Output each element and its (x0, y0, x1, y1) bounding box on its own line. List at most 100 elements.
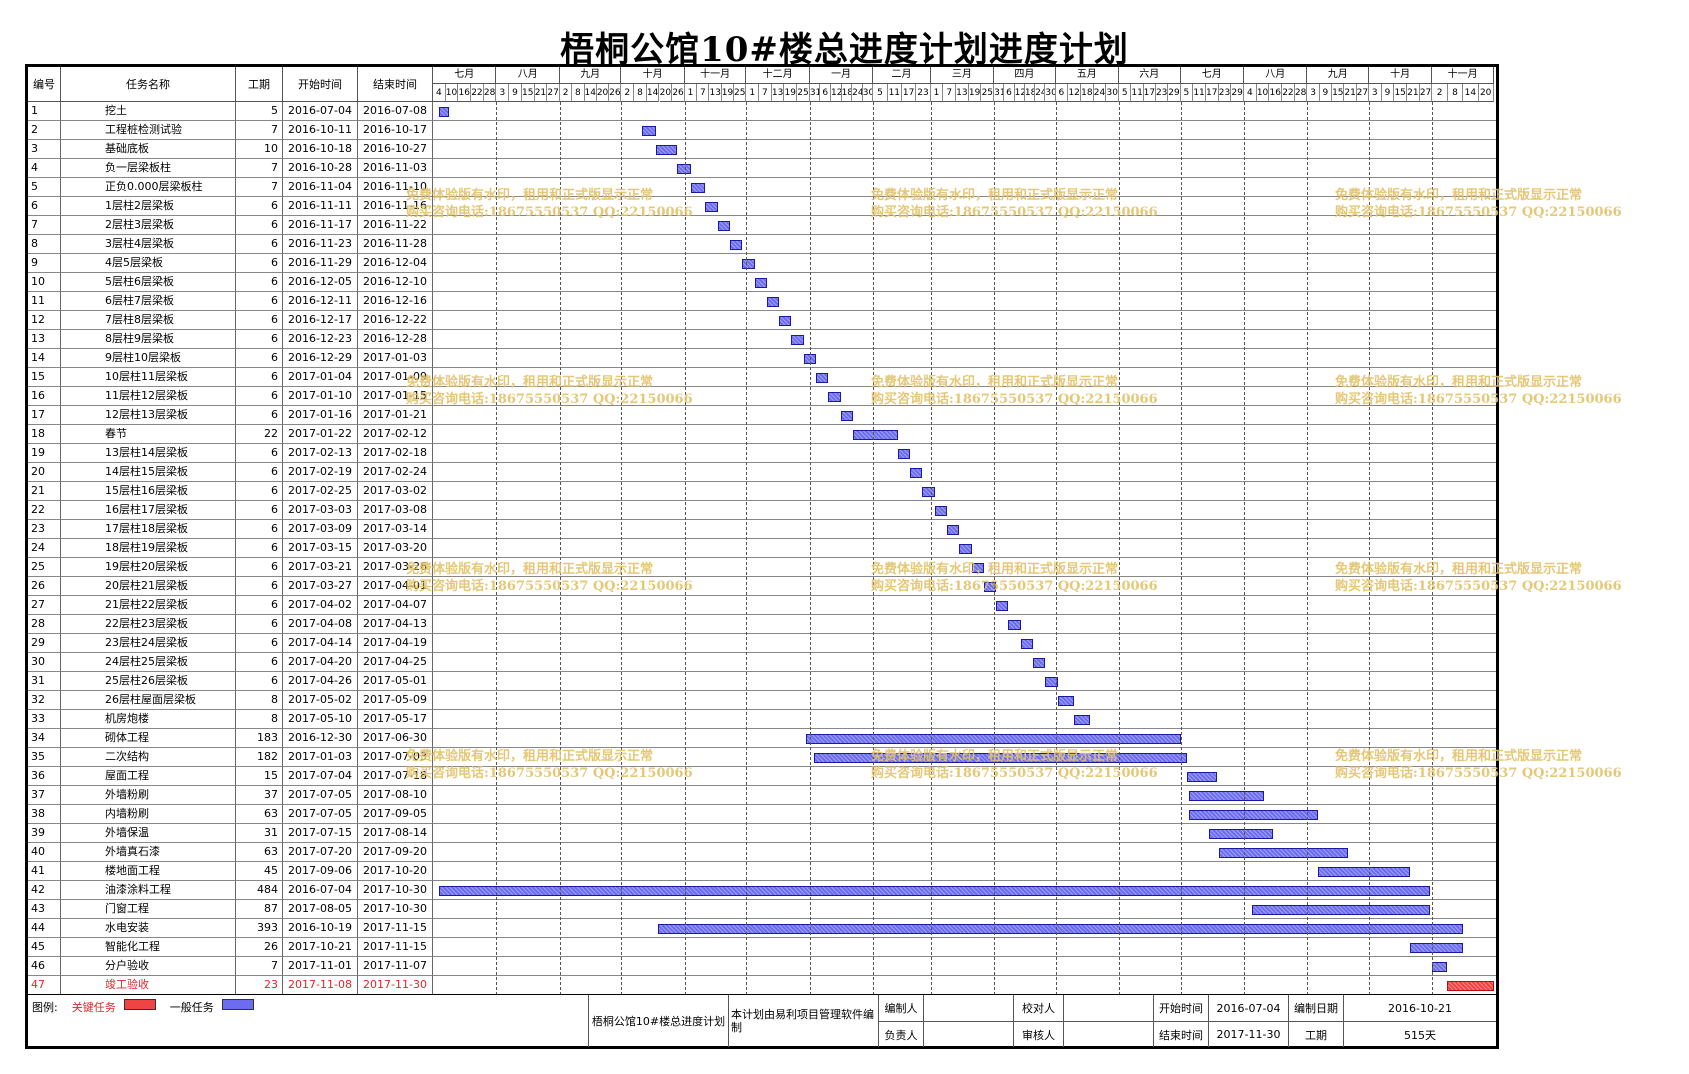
task-row[interactable]: 30 24层柱25层梁板 6 2017-04-20 2017-04-25 (28, 653, 1496, 672)
task-row[interactable]: 35 二次结构 182 2017-01-03 2017-07-03 (28, 748, 1496, 767)
task-bar[interactable] (729, 240, 743, 250)
task-bar[interactable] (1432, 962, 1447, 972)
task-bar[interactable] (1188, 810, 1318, 820)
task-bar[interactable] (828, 392, 841, 402)
task-row[interactable]: 37 外墙粉刷 37 2017-07-05 2017-08-10 (28, 786, 1496, 805)
task-bar[interactable] (1409, 943, 1464, 953)
task-bar[interactable] (705, 202, 718, 212)
task-bar[interactable] (742, 259, 755, 269)
task-row[interactable]: 26 20层柱21层梁板 6 2017-03-27 2017-04-01 (28, 577, 1496, 596)
task-row[interactable]: 25 19层柱20层梁板 6 2017-03-21 2017-03-26 (28, 558, 1496, 577)
task-row[interactable]: 14 9层柱10层梁板 6 2016-12-29 2017-01-03 (28, 349, 1496, 368)
task-row[interactable]: 24 18层柱19层梁板 6 2017-03-15 2017-03-20 (28, 539, 1496, 558)
task-row[interactable]: 46 分户验收 7 2017-11-01 2017-11-07 (28, 957, 1496, 976)
task-row[interactable]: 39 外墙保温 31 2017-07-15 2017-08-14 (28, 824, 1496, 843)
task-row[interactable]: 12 7层柱8层梁板 6 2016-12-17 2016-12-22 (28, 311, 1496, 330)
task-bar[interactable] (439, 107, 450, 117)
task-bar[interactable] (1188, 791, 1265, 801)
task-row[interactable]: 10 5层柱6层梁板 6 2016-12-05 2016-12-10 (28, 273, 1496, 292)
task-bar[interactable] (717, 221, 730, 231)
task-bar[interactable] (1033, 658, 1046, 668)
task-bar[interactable] (676, 164, 692, 174)
task-row[interactable]: 23 17层柱18层梁板 6 2017-03-09 2017-03-14 (28, 520, 1496, 539)
task-bar[interactable] (852, 430, 898, 440)
task-bar[interactable] (840, 411, 853, 421)
task-bar[interactable] (1317, 867, 1410, 877)
task-bar[interactable] (805, 734, 1181, 744)
task-duration: 23 (236, 976, 283, 995)
task-row[interactable]: 29 23层柱24层梁板 6 2017-04-14 2017-04-19 (28, 634, 1496, 653)
task-row[interactable]: 36 屋面工程 15 2017-07-04 2017-07-18 (28, 767, 1496, 786)
task-bar[interactable] (947, 525, 960, 535)
task-row[interactable]: 6 1层柱2层梁板 6 2016-11-11 2016-11-16 (28, 197, 1496, 216)
task-row[interactable]: 8 3层柱4层梁板 6 2016-11-23 2016-11-28 (28, 235, 1496, 254)
task-row[interactable]: 28 22层柱23层梁板 6 2017-04-08 2017-04-13 (28, 615, 1496, 634)
task-bar[interactable] (658, 924, 1464, 934)
task-end: 2017-07-18 (358, 767, 433, 786)
task-row[interactable]: 27 21层柱22层梁板 6 2017-04-02 2017-04-07 (28, 596, 1496, 615)
task-row[interactable]: 15 10层柱11层梁板 6 2017-01-04 2017-01-09 (28, 368, 1496, 387)
task-bar[interactable] (1252, 905, 1431, 915)
task-row[interactable]: 4 负一层梁板柱 7 2016-10-28 2016-11-03 (28, 159, 1496, 178)
task-id: 38 (28, 805, 61, 824)
task-bar[interactable] (1074, 715, 1091, 725)
task-row[interactable]: 18 春节 22 2017-01-22 2017-02-12 (28, 425, 1496, 444)
task-end: 2017-08-14 (358, 824, 433, 843)
task-row[interactable]: 40 外墙真石漆 63 2017-07-20 2017-09-20 (28, 843, 1496, 862)
task-row[interactable]: 47 竣工验收 23 2017-11-08 2017-11-30 (28, 976, 1496, 995)
task-bar[interactable] (1186, 772, 1218, 782)
task-bar[interactable] (1020, 639, 1034, 649)
task-row[interactable]: 17 12层柱13层梁板 6 2017-01-16 2017-01-21 (28, 406, 1496, 425)
day-tick: 13 (771, 84, 785, 102)
task-row[interactable]: 11 6层柱7层梁板 6 2016-12-11 2016-12-16 (28, 292, 1496, 311)
task-bar[interactable] (439, 886, 1431, 896)
task-row[interactable]: 5 正负0.000层梁板柱 7 2016-11-04 2016-11-10 (28, 178, 1496, 197)
task-bar[interactable] (766, 297, 780, 307)
task-bar[interactable] (779, 316, 792, 326)
task-bar[interactable] (910, 468, 923, 478)
task-row[interactable]: 22 16层柱17层梁板 6 2017-03-03 2017-03-08 (28, 501, 1496, 520)
task-bar[interactable] (656, 145, 677, 155)
critical-task-bar[interactable] (1446, 981, 1494, 991)
task-row[interactable]: 9 4层5层梁板 6 2016-11-29 2016-12-04 (28, 254, 1496, 273)
task-row[interactable]: 41 楼地面工程 45 2017-09-06 2017-10-20 (28, 862, 1496, 881)
task-row[interactable]: 32 26层柱屋面层梁板 8 2017-05-02 2017-05-09 (28, 691, 1496, 710)
task-bar[interactable] (1045, 677, 1058, 687)
task-bar[interactable] (1008, 620, 1021, 630)
task-bar[interactable] (1219, 848, 1349, 858)
task-row[interactable]: 45 智能化工程 26 2017-10-21 2017-11-15 (28, 938, 1496, 957)
task-bar[interactable] (983, 582, 997, 592)
task-bar[interactable] (1057, 696, 1074, 706)
task-row[interactable]: 7 2层柱3层梁板 6 2016-11-17 2016-11-22 (28, 216, 1496, 235)
task-bar[interactable] (815, 373, 829, 383)
task-row[interactable]: 31 25层柱26层梁板 6 2017-04-26 2017-05-01 (28, 672, 1496, 691)
task-bar[interactable] (754, 278, 767, 288)
task-bar[interactable] (922, 487, 935, 497)
task-bar[interactable] (791, 335, 804, 345)
task-row[interactable]: 38 内墙粉刷 63 2017-07-05 2017-09-05 (28, 805, 1496, 824)
task-row[interactable]: 16 11层柱12层梁板 6 2017-01-10 2017-01-15 (28, 387, 1496, 406)
task-bar[interactable] (959, 544, 972, 554)
task-row[interactable]: 44 水电安装 393 2016-10-19 2017-11-15 (28, 919, 1496, 938)
task-row[interactable]: 33 机房炮楼 8 2017-05-10 2017-05-17 (28, 710, 1496, 729)
task-bar[interactable] (897, 449, 911, 459)
task-row[interactable]: 13 8层柱9层梁板 6 2016-12-23 2016-12-28 (28, 330, 1496, 349)
task-row[interactable]: 20 14层柱15层梁板 6 2017-02-19 2017-02-24 (28, 463, 1496, 482)
task-bar[interactable] (1209, 829, 1273, 839)
task-row[interactable]: 43 门窗工程 87 2017-08-05 2017-10-30 (28, 900, 1496, 919)
task-bar[interactable] (971, 563, 984, 573)
task-row[interactable]: 21 15层柱16层梁板 6 2017-02-25 2017-03-02 (28, 482, 1496, 501)
task-row[interactable]: 42 油漆涂料工程 484 2016-07-04 2017-10-30 (28, 881, 1496, 900)
task-row[interactable]: 2 工程桩检测试验 7 2016-10-11 2016-10-17 (28, 121, 1496, 140)
month-header: 十一月 (684, 67, 747, 84)
task-bar[interactable] (934, 506, 948, 516)
task-row[interactable]: 34 砌体工程 183 2016-12-30 2017-06-30 (28, 729, 1496, 748)
task-row[interactable]: 19 13层柱14层梁板 6 2017-02-13 2017-02-18 (28, 444, 1496, 463)
footer-duration-value: 515天 (1343, 1021, 1496, 1047)
task-bar[interactable] (641, 126, 657, 136)
task-bar[interactable] (996, 601, 1009, 611)
task-row[interactable]: 1 挖土 5 2016-07-04 2016-07-08 (28, 102, 1496, 121)
task-bar[interactable] (813, 753, 1187, 763)
task-row[interactable]: 3 基础底板 10 2016-10-18 2016-10-27 (28, 140, 1496, 159)
task-bar[interactable] (691, 183, 706, 193)
